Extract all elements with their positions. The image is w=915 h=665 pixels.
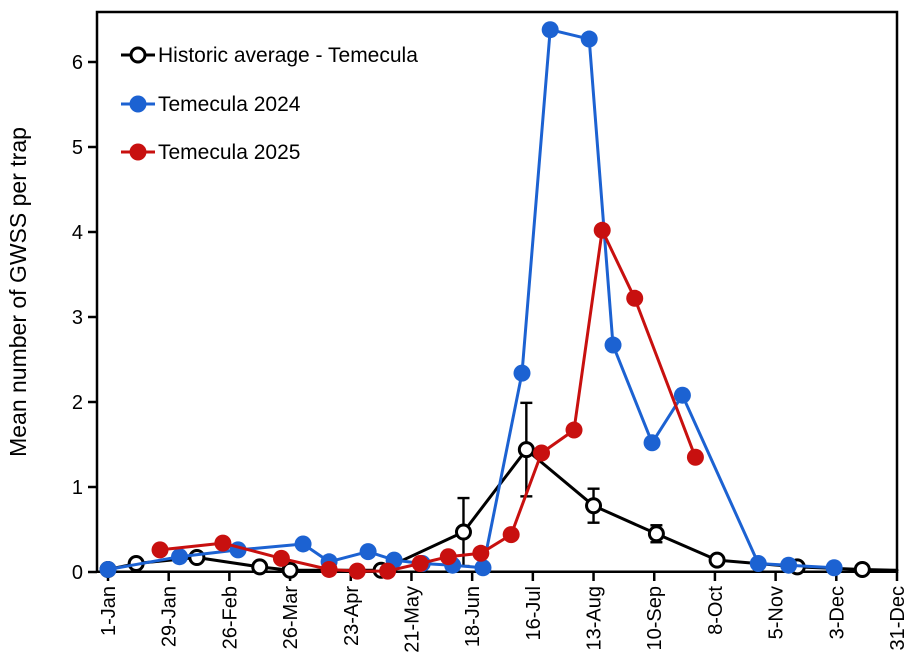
y-tick-label: 5 <box>72 137 83 159</box>
x-tick-label: 26-Mar <box>280 586 302 650</box>
x-tick-label: 23-Apr <box>341 586 363 646</box>
data-point-marker <box>604 336 622 354</box>
open-circle-marker <box>454 523 472 541</box>
legend: Historic average - Temecula Temecula 2024… <box>121 44 418 164</box>
open-circle-marker <box>281 561 299 579</box>
data-point-marker <box>749 555 767 572</box>
data-point-marker <box>593 221 611 239</box>
open-circle-marker <box>708 551 726 569</box>
legend-filled-circle-marker <box>129 143 147 161</box>
y-tick-label: 0 <box>72 562 83 584</box>
data-point-marker <box>320 560 338 578</box>
data-point-marker <box>411 555 429 572</box>
data-point-marker <box>780 556 798 574</box>
x-tick-label: 16-Jul <box>523 586 545 640</box>
data-point-marker <box>294 535 312 553</box>
open-circle-marker <box>585 497 603 515</box>
open-circle-marker <box>251 558 269 576</box>
x-tick-label: 8-Oct <box>705 586 727 635</box>
data-point-marker <box>626 289 644 307</box>
data-point-marker <box>673 386 691 404</box>
data-point-marker <box>472 544 490 562</box>
y-tick-label: 2 <box>72 392 83 414</box>
x-tick-label: 5-Nov <box>766 586 788 639</box>
plot-border <box>95 10 899 573</box>
x-tick-label: 10-Sep <box>644 586 666 651</box>
open-circle-marker <box>647 525 665 543</box>
legend-label: Temecula 2024 <box>158 93 301 116</box>
y-tick-label: 4 <box>72 222 83 244</box>
x-tick-label: 26-Feb <box>219 586 241 649</box>
data-point-marker <box>439 548 457 566</box>
data-point-marker <box>214 534 232 552</box>
data-point-marker <box>359 543 377 561</box>
data-point-marker <box>272 549 290 567</box>
x-tick-label: 21-May <box>401 586 423 653</box>
data-point-marker <box>151 541 169 559</box>
data-point-marker <box>99 560 117 578</box>
data-point-marker <box>541 21 559 39</box>
x-tick-label: 13-Aug <box>584 586 606 651</box>
data-point-marker <box>643 434 661 452</box>
x-tick-label: 3-Dec <box>826 586 848 639</box>
legend-label: Temecula 2025 <box>158 141 300 164</box>
legend-item: Historic average - Temecula <box>121 44 418 67</box>
y-tick-label: 6 <box>72 52 83 74</box>
x-tick-label: 18-Jun <box>462 586 484 647</box>
x-tick-label: 31-Dec <box>887 586 909 650</box>
y-axis: 0 1 2 3 4 5 6 <box>72 52 97 584</box>
data-point-marker <box>171 548 189 566</box>
open-circle-marker <box>517 441 535 459</box>
legend-label: Historic average - Temecula <box>158 44 418 67</box>
data-point-marker <box>474 559 492 577</box>
legend-filled-circle-marker <box>129 95 147 113</box>
x-axis: 1-Jan 29-Jan 26-Feb 26-Mar 23-Apr 21-May 18-Ju… <box>98 572 909 653</box>
open-circle-marker <box>853 560 871 578</box>
data-point-marker <box>533 444 551 462</box>
data-point-marker <box>348 562 366 580</box>
data-point-marker <box>502 526 520 544</box>
legend-open-circle-marker <box>129 46 147 64</box>
x-tick-label: 1-Jan <box>98 586 120 636</box>
data-point-marker <box>686 448 704 466</box>
data-point-marker <box>513 364 531 382</box>
legend-item: Temecula 2025 <box>121 141 300 164</box>
series-line <box>158 228 697 573</box>
y-axis-title: Mean number of GWSS per trap <box>5 127 31 457</box>
data-point-marker <box>565 421 583 439</box>
x-tick-label: 29-Jan <box>159 586 181 647</box>
legend-item: Temecula 2024 <box>121 93 301 116</box>
y-tick-label: 3 <box>72 307 83 329</box>
series-temecula-2025 <box>151 221 704 580</box>
data-point-marker <box>825 559 843 577</box>
y-tick-label: 1 <box>72 477 83 499</box>
data-point-marker <box>379 562 397 580</box>
data-point-marker <box>580 30 598 48</box>
